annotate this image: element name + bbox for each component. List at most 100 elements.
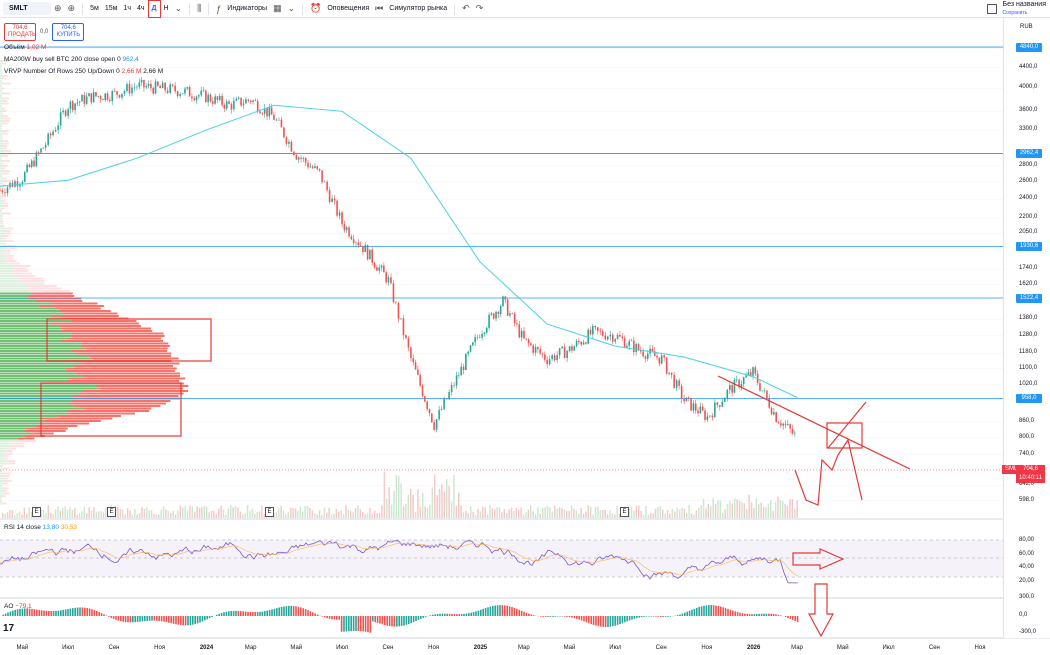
interval-15m[interactable]: 15м xyxy=(104,5,118,12)
earnings-marker[interactable]: E xyxy=(620,507,629,517)
ao-bar xyxy=(316,614,319,616)
vrvp-up-bar xyxy=(0,117,5,120)
price-axis[interactable] xyxy=(1003,18,1050,638)
symbol-search[interactable]: SMLT xyxy=(3,2,51,15)
save-link[interactable]: Сохранить xyxy=(1002,10,1028,16)
candle-body xyxy=(97,96,100,97)
candle-body xyxy=(791,428,794,434)
candle-body xyxy=(280,119,283,128)
chevron-down-icon[interactable]: ⌄ xyxy=(287,3,296,13)
alert-icon[interactable]: ⏰ xyxy=(310,3,322,13)
volume-legend[interactable]: Объём 1,02 M xyxy=(4,44,47,51)
volume-bar xyxy=(597,506,599,518)
vrvp-down-bar xyxy=(6,212,12,215)
vrvp-down-bar xyxy=(14,265,31,267)
currency-label[interactable]: RUB xyxy=(1020,24,1033,30)
level-label[interactable]: 1930,6 xyxy=(1016,241,1042,251)
indicators-button[interactable]: Индикаторы xyxy=(227,5,268,12)
candle-body xyxy=(369,249,371,260)
vrvp-legend[interactable]: VRVP Number Of Rows 250 Up/Down 0 2,66 M… xyxy=(4,68,164,75)
candle-body xyxy=(745,375,747,378)
volume-bar xyxy=(40,509,42,518)
candle-body xyxy=(462,366,465,371)
level-label[interactable]: 958,0 xyxy=(1016,394,1042,403)
sell-button[interactable]: 704,6 ПРОДАТЬ xyxy=(4,23,36,41)
candles-icon[interactable]: ⫼ xyxy=(197,3,202,13)
candle-body xyxy=(78,101,81,103)
earnings-marker[interactable]: E xyxy=(32,507,41,517)
volume-bar xyxy=(30,511,33,518)
ao-bar xyxy=(216,614,218,616)
volume-bar xyxy=(662,509,664,518)
replay-icon[interactable]: ⏮ xyxy=(375,3,384,13)
candle-body xyxy=(157,81,159,86)
vrvp-up-bar xyxy=(0,497,2,500)
candle-body xyxy=(476,337,479,338)
interval-1w[interactable]: Н xyxy=(163,5,169,12)
ao-bar xyxy=(175,616,177,625)
interval-1h[interactable]: 1ч xyxy=(123,5,131,12)
volume-bar xyxy=(436,495,438,518)
undo-icon[interactable]: ↶ xyxy=(462,3,470,13)
candle-body xyxy=(660,355,663,364)
replay-button[interactable]: Симулятор рынка xyxy=(389,5,448,12)
volume-bar xyxy=(657,506,659,518)
forecast-path xyxy=(794,438,863,506)
volume-bar xyxy=(357,505,359,518)
candle-body xyxy=(230,103,233,110)
alerts-button[interactable]: Оповещения xyxy=(327,5,370,12)
candle-body xyxy=(405,335,407,339)
interval-4h[interactable]: 4ч xyxy=(136,5,145,12)
volume-bar xyxy=(258,511,261,518)
vrvp-down-bar xyxy=(3,165,8,167)
interval-5m[interactable]: 5м xyxy=(90,5,99,12)
tradingview-logo[interactable]: 17 xyxy=(3,623,15,634)
ao-bar xyxy=(504,605,506,616)
buy-button[interactable]: 704,6 КУПИТЬ xyxy=(52,23,85,41)
compare-icon[interactable]: ⊕ xyxy=(54,3,62,13)
add-symbol-icon[interactable]: ⊕ xyxy=(67,3,76,13)
vrvp-down-bar xyxy=(0,485,2,487)
candle-body xyxy=(587,329,589,344)
vrvp-up-bar xyxy=(0,415,57,417)
ao-bar xyxy=(554,616,556,617)
vrvp-down-bar xyxy=(3,130,9,132)
ao-bar xyxy=(600,616,602,627)
volume-bar xyxy=(443,491,446,518)
redo-icon[interactable]: ↷ xyxy=(475,3,484,13)
ao-bar xyxy=(230,611,232,616)
layout-checkbox-icon[interactable] xyxy=(986,4,997,14)
candle-body xyxy=(254,100,257,102)
ao-bar xyxy=(475,611,477,616)
price-tick: 2200,0 xyxy=(1019,214,1038,221)
volume-bar xyxy=(42,509,45,518)
vrvp-down-bar xyxy=(2,225,5,227)
chevron-down-icon[interactable]: ⌄ xyxy=(174,3,183,13)
interval-1d[interactable]: Д xyxy=(147,0,161,18)
volume-bar xyxy=(549,507,551,518)
indicators-icon[interactable]: ƒ xyxy=(216,3,222,14)
ao-legend[interactable]: AO −79,1 xyxy=(4,603,32,610)
ao-bar xyxy=(283,606,285,616)
ma-legend[interactable]: MA200W buy sell BTC 200 close open 0 962… xyxy=(4,56,139,63)
ao-bar xyxy=(218,613,220,616)
candle-body xyxy=(742,377,745,384)
level-label[interactable]: 4840,0 xyxy=(1016,42,1042,52)
vrvp-up-bar xyxy=(0,385,96,387)
ao-bar xyxy=(141,616,144,622)
templates-icon[interactable]: ▦ xyxy=(273,3,282,13)
volume-bar xyxy=(503,508,506,518)
level-label[interactable]: 2962,4 xyxy=(1016,149,1042,159)
ao-bar xyxy=(136,616,139,622)
earnings-marker[interactable]: E xyxy=(107,507,116,517)
layout-name[interactable]: Без названия xyxy=(1002,1,1046,8)
rsi-legend[interactable]: RSI 14 close 13,80 30,53 xyxy=(4,524,78,531)
earnings-marker[interactable]: E xyxy=(265,507,274,517)
price-tick: 4400,0 xyxy=(1019,63,1038,70)
volume-bar xyxy=(614,514,616,518)
level-label[interactable]: 1522,4 xyxy=(1016,293,1042,303)
candle-body xyxy=(166,90,169,93)
vrvp-down-bar xyxy=(56,415,121,417)
ao-bar xyxy=(441,613,444,616)
